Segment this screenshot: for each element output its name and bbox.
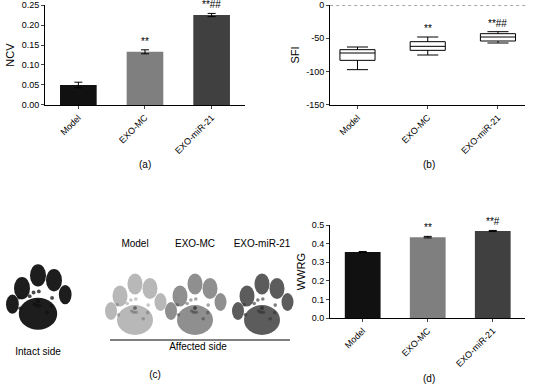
svg-text:0.3: 0.3 xyxy=(312,257,325,267)
svg-text:0.2: 0.2 xyxy=(312,276,325,286)
svg-text:EXO-MC: EXO-MC xyxy=(175,238,215,249)
svg-text:Model: Model xyxy=(121,238,148,249)
svg-text:0: 0 xyxy=(319,0,324,10)
svg-text:Model: Model xyxy=(59,113,83,137)
svg-text:(c): (c) xyxy=(149,369,161,380)
svg-text:**##: **## xyxy=(488,18,507,29)
svg-text:**: ** xyxy=(141,36,149,47)
svg-text:0.0: 0.0 xyxy=(312,313,325,323)
svg-text:**#: **# xyxy=(486,216,500,227)
svg-text:EXO-MC: EXO-MC xyxy=(400,326,433,359)
svg-text:**: ** xyxy=(424,23,432,34)
svg-text:0.25: 0.25 xyxy=(22,0,40,10)
svg-text:**: ** xyxy=(424,222,432,233)
svg-text:Intact side: Intact side xyxy=(15,346,61,357)
svg-text:EXO-MC: EXO-MC xyxy=(400,112,433,145)
svg-text:Model: Model xyxy=(338,113,362,137)
svg-text:(d): (d) xyxy=(423,373,435,384)
svg-text:EXO-miR-21: EXO-miR-21 xyxy=(173,113,216,156)
svg-text:0.00: 0.00 xyxy=(22,100,40,110)
svg-text:(b): (b) xyxy=(423,159,435,170)
svg-text:0.5: 0.5 xyxy=(312,220,325,230)
svg-text:0.05: 0.05 xyxy=(22,80,40,90)
svg-text:EXO-miR-21: EXO-miR-21 xyxy=(459,113,502,156)
svg-text:-150: -150 xyxy=(306,100,324,110)
svg-text:EXO-MC: EXO-MC xyxy=(117,112,150,145)
svg-text:-50: -50 xyxy=(311,33,324,43)
svg-text:NCV: NCV xyxy=(4,43,16,67)
svg-text:EXO-miR-21: EXO-miR-21 xyxy=(234,238,291,249)
svg-text:EXO-miR-21: EXO-miR-21 xyxy=(454,326,497,369)
svg-text:0.10: 0.10 xyxy=(22,60,40,70)
svg-text:0.20: 0.20 xyxy=(22,20,40,30)
svg-text:Model: Model xyxy=(343,326,367,350)
svg-text:0.1: 0.1 xyxy=(312,295,325,305)
svg-text:WWRG: WWRG xyxy=(295,253,307,290)
svg-text:**##: **## xyxy=(202,0,221,10)
svg-text:-100: -100 xyxy=(306,67,324,77)
svg-text:0.4: 0.4 xyxy=(312,239,325,249)
svg-text:0.15: 0.15 xyxy=(22,40,40,50)
svg-text:Affected side: Affected side xyxy=(169,341,227,352)
svg-text:SFI: SFI xyxy=(289,46,301,63)
svg-text:(a): (a) xyxy=(139,159,151,170)
